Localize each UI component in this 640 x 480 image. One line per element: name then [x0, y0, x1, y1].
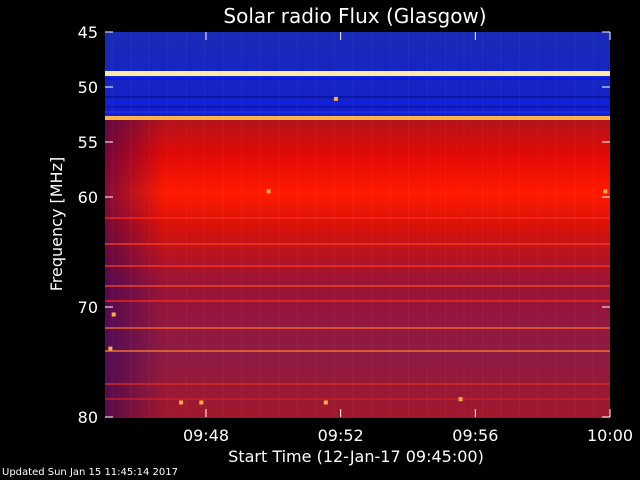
x-axis: 09:48 09:52 09:56 10:00: [183, 32, 633, 445]
time-streak: [315, 32, 317, 417]
time-streak: [130, 32, 132, 417]
time-streak: [259, 32, 261, 417]
y-tick-label: 50: [78, 78, 98, 97]
band-high-main: [105, 118, 610, 418]
emission-line: [105, 116, 610, 120]
time-streak: [111, 32, 113, 417]
frequency-line: [105, 383, 610, 385]
emission-line: [105, 71, 610, 76]
time-streak: [556, 32, 558, 417]
frequency-line: [105, 217, 610, 219]
time-streak: [519, 32, 521, 417]
time-streak: [167, 32, 169, 417]
time-streak: [463, 32, 465, 417]
frequency-line: [105, 265, 610, 267]
update-timestamp: Updated Sun Jan 15 11:45:14 2017: [2, 467, 178, 478]
time-streak: [593, 32, 595, 417]
frequency-line: [105, 327, 610, 329]
burst-spot: [458, 397, 463, 402]
time-streak: [389, 32, 391, 417]
burst-spot: [199, 400, 204, 405]
burst-spots: [108, 96, 608, 405]
left-edge-fade: [105, 118, 165, 418]
y-tick-label: 55: [78, 133, 98, 152]
y-tick-label: 70: [78, 298, 98, 317]
burst-spot: [323, 400, 328, 405]
frequency-line: [105, 243, 610, 245]
time-streak: [222, 32, 224, 417]
time-streak: [408, 32, 409, 417]
frequency-line: [105, 350, 610, 352]
chart-title: Solar radio Flux (Glasgow): [223, 4, 486, 28]
time-streak: [426, 32, 428, 417]
burst-spot: [266, 189, 271, 194]
time-streak: [352, 32, 354, 417]
x-axis-label: Start Time (12-Jan-17 09:45:00): [228, 447, 484, 466]
x-tick-label: 09:52: [318, 426, 364, 445]
burst-spot: [333, 96, 338, 101]
time-streak: [500, 32, 502, 417]
burst-spot: [603, 189, 608, 194]
y-tick-label: 80: [78, 408, 98, 427]
time-streak: [445, 32, 446, 417]
frequency-line: [105, 96, 610, 98]
time-streak: [204, 32, 206, 417]
time-streak: [185, 32, 187, 417]
frequency-line: [105, 101, 610, 103]
burst-spot: [179, 400, 184, 405]
x-tick-label: 10:00: [587, 426, 633, 445]
time-streak: [371, 32, 372, 417]
x-tick-label: 09:56: [452, 426, 498, 445]
y-tick-label: 60: [78, 188, 98, 207]
plot-area: [103, 30, 610, 418]
time-streak: [537, 32, 539, 417]
y-tick-label: 45: [78, 23, 98, 42]
frequency-line: [105, 111, 610, 113]
burst-spot: [111, 312, 116, 317]
burst-spot: [108, 346, 113, 351]
frequency-line: [105, 106, 610, 108]
frequency-line: [105, 398, 610, 400]
time-streak: [296, 32, 298, 417]
x-tick-label: 09:48: [183, 426, 229, 445]
frequency-line: [105, 78, 610, 80]
time-streak: [148, 32, 150, 417]
y-axis-label: Frequency [MHz]: [47, 157, 66, 291]
frequency-line: [105, 285, 610, 287]
time-streak: [241, 32, 243, 417]
frequency-line: [105, 300, 610, 302]
frequency-lines: [105, 71, 610, 400]
time-streak: [482, 32, 484, 417]
time-streak: [574, 32, 576, 417]
y-axis: 45 50 55 60 70 80: [78, 23, 610, 427]
time-streak: [278, 32, 280, 417]
time-streak: [333, 32, 335, 417]
time-streaks: [111, 32, 595, 417]
